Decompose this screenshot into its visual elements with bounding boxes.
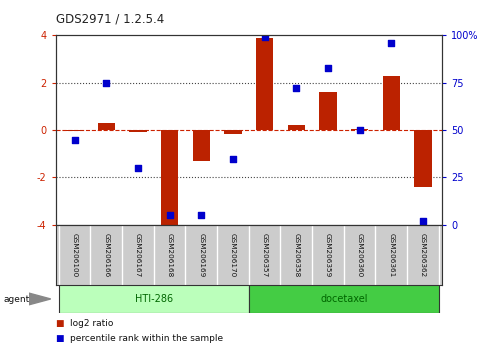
Bar [193, 130, 210, 161]
Bar [59, 285, 249, 313]
Text: docetaxel: docetaxel [320, 294, 368, 304]
Bar [287, 125, 305, 130]
Point [261, 34, 269, 40]
Bar [383, 76, 400, 130]
Text: ■: ■ [56, 319, 64, 329]
Text: GSM206168: GSM206168 [167, 233, 172, 277]
Point [387, 40, 395, 46]
Point [419, 218, 427, 224]
Point [324, 65, 332, 70]
Text: GSM206358: GSM206358 [293, 233, 299, 277]
Point [102, 80, 110, 86]
Bar [414, 130, 432, 187]
Bar [249, 285, 439, 313]
Text: GSM206362: GSM206362 [420, 233, 426, 277]
Text: HTI-286: HTI-286 [135, 294, 173, 304]
Point [71, 137, 78, 142]
Text: GSM206100: GSM206100 [71, 233, 78, 277]
Text: log2 ratio: log2 ratio [70, 319, 114, 329]
Bar [129, 130, 147, 132]
Text: GDS2971 / 1.2.5.4: GDS2971 / 1.2.5.4 [56, 12, 164, 25]
Text: GSM206169: GSM206169 [198, 233, 204, 277]
Text: percentile rank within the sample: percentile rank within the sample [70, 334, 223, 343]
Text: GSM206166: GSM206166 [103, 233, 109, 277]
Polygon shape [29, 293, 51, 305]
Text: agent: agent [4, 295, 30, 304]
Bar [256, 38, 273, 130]
Text: ■: ■ [56, 334, 64, 343]
Text: GSM206170: GSM206170 [230, 233, 236, 277]
Point [292, 86, 300, 91]
Text: GSM206357: GSM206357 [262, 233, 268, 277]
Point [229, 156, 237, 161]
Bar [66, 130, 83, 131]
Bar [319, 92, 337, 130]
Point [166, 212, 173, 218]
Point [198, 212, 205, 218]
Point [134, 165, 142, 171]
Text: GSM206167: GSM206167 [135, 233, 141, 277]
Point [356, 127, 364, 133]
Bar [351, 129, 369, 130]
Text: GSM206361: GSM206361 [388, 233, 394, 277]
Text: GSM206359: GSM206359 [325, 233, 331, 277]
Text: GSM206360: GSM206360 [356, 233, 363, 277]
Bar [224, 130, 242, 134]
Bar [161, 130, 178, 227]
Bar [98, 123, 115, 130]
